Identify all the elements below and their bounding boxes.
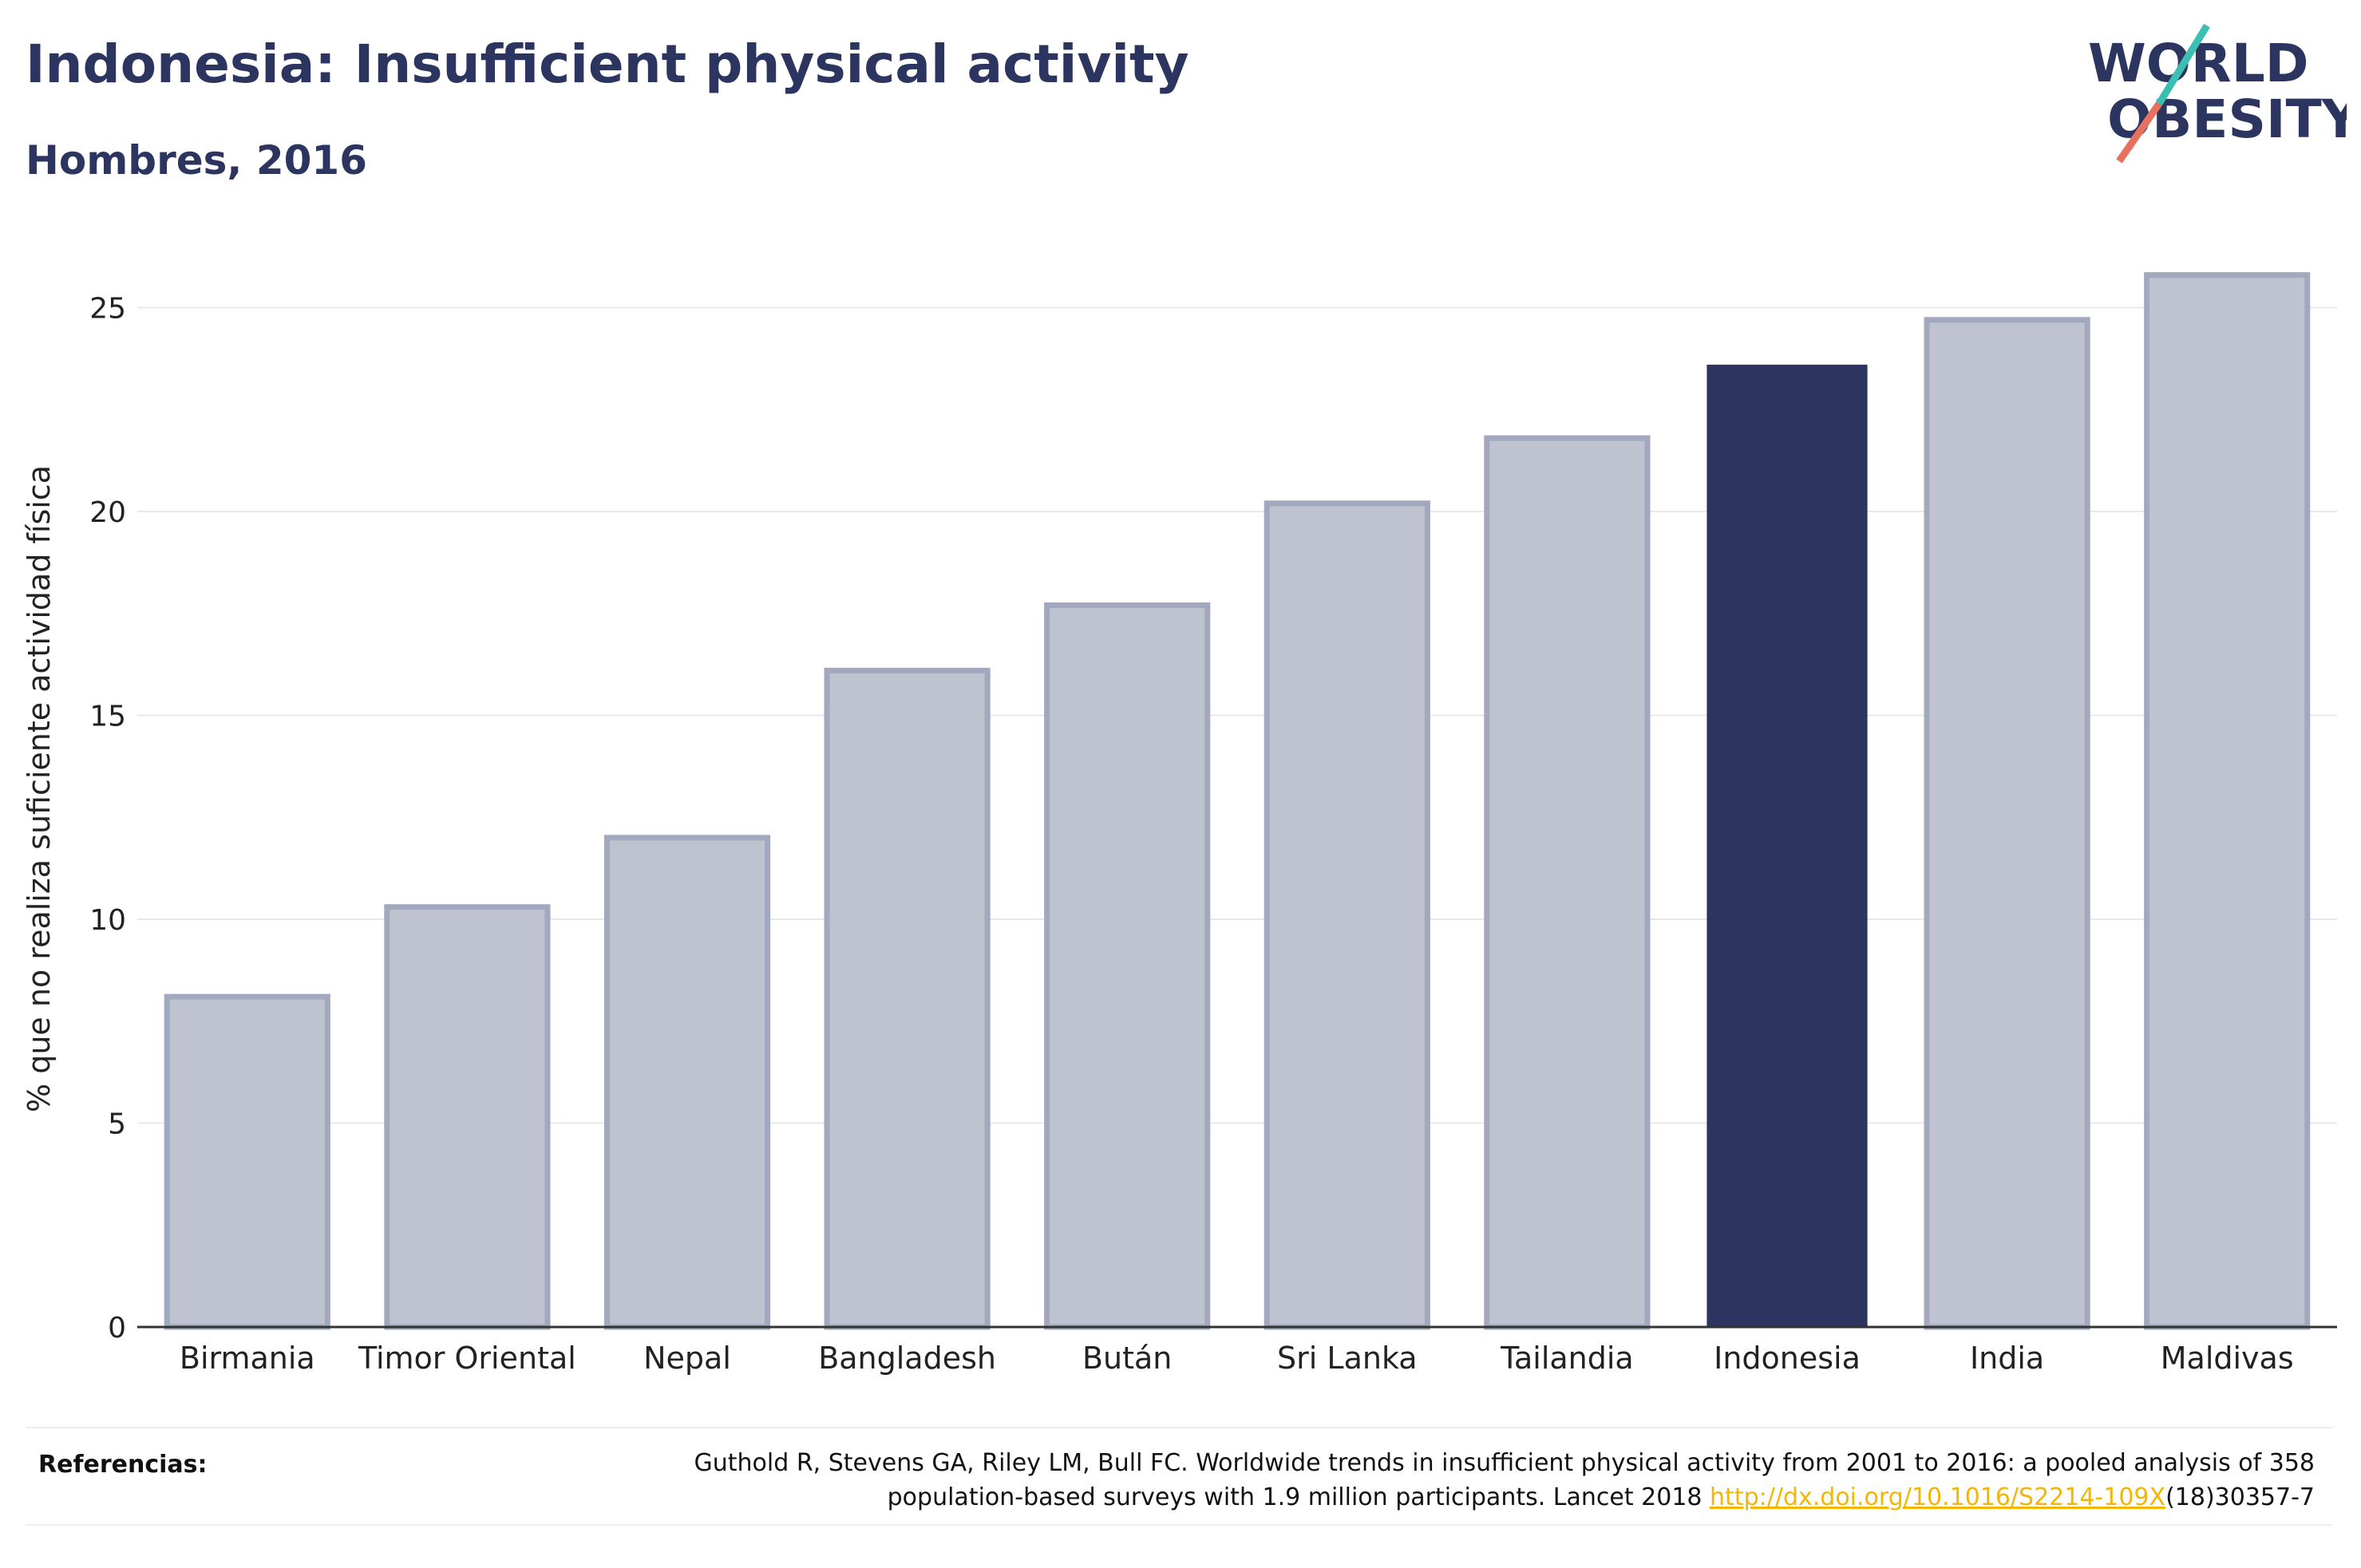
bar-nepal[interactable]: [603, 835, 771, 1330]
y-tick-label-0: 0: [108, 1312, 126, 1345]
y-tick-label-10: 10: [89, 904, 126, 937]
x-tick-label-tailandia: Tailandia: [1500, 1341, 1634, 1376]
x-tick-label-but-n: Bután: [1082, 1341, 1172, 1376]
bar-sri-lanka[interactable]: [1264, 500, 1430, 1330]
bar-indonesia[interactable]: [1706, 365, 1868, 1327]
x-tick-label-birmania: Birmania: [180, 1341, 315, 1376]
y-tick-label-15: 15: [89, 701, 126, 733]
bar-bangladesh[interactable]: [824, 667, 991, 1330]
world-obesity-logo: WORLD OBESITY: [2088, 24, 2347, 164]
y-tick-label-20: 20: [89, 496, 126, 529]
x-tick-label-sri-lanka: Sri Lanka: [1277, 1341, 1418, 1376]
references-citation-suffix: (18)30357-7: [2165, 1483, 2315, 1511]
references-text: Guthold R, Stevens GA, Riley LM, Bull FC…: [559, 1446, 2315, 1515]
bar-timor-oriental[interactable]: [384, 904, 551, 1330]
references-label: Referencias:: [38, 1451, 208, 1479]
chart-title: Indonesia: Insufficient physical activit…: [26, 34, 1189, 95]
x-tick-label-maldivas: Maldivas: [2161, 1341, 2294, 1376]
axes: 0 5 10 15 20 25 Birmania Timor Oriental Nepal Ban…: [89, 293, 2337, 1376]
x-tick-label-nepal: Nepal: [643, 1341, 731, 1376]
y-tick-label-25: 25: [89, 293, 126, 326]
logo-slash-teal: [2156, 24, 2210, 106]
bar-chart: 0 5 10 15 20 25 Birmania Timor Oriental Nepal Ban…: [22, 272, 2337, 1376]
x-tick-label-indonesia: Indonesia: [1714, 1341, 1861, 1376]
bars: [164, 272, 2311, 1330]
chart-subtitle: Hombres, 2016: [26, 137, 367, 184]
y-axis-label: % que no realiza suficiente actividad fí…: [22, 465, 57, 1112]
x-tick-label-timor-oriental: Timor Oriental: [358, 1341, 576, 1376]
bar-india[interactable]: [1924, 317, 2090, 1330]
logo-slash-coral: [2116, 101, 2162, 164]
bar-maldivas[interactable]: [2144, 272, 2311, 1330]
references-citation: Guthold R, Stevens GA, Riley LM, Bull FC…: [694, 1449, 2315, 1511]
y-tick-label-5: 5: [108, 1108, 126, 1141]
x-tick-label-india: India: [1970, 1341, 2044, 1376]
references-section: Referencias: Guthold R, Stevens GA, Rile…: [26, 1427, 2332, 1526]
bar-tailandia[interactable]: [1484, 435, 1651, 1330]
x-tick-label-bangladesh: Bangladesh: [818, 1341, 996, 1376]
bar-but-n[interactable]: [1044, 602, 1211, 1330]
bar-birmania[interactable]: [164, 993, 330, 1330]
references-doi-link[interactable]: http://dx.doi.org/10.1016/S2214-109X: [1710, 1483, 2166, 1511]
